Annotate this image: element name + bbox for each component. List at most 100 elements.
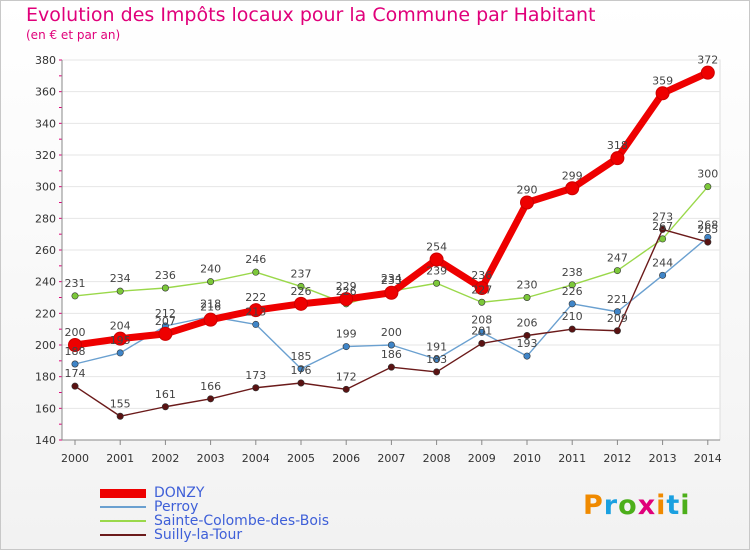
legend-item: Sainte-Colombe-des-Bois [100,513,330,529]
data-label: 174 [65,367,86,380]
data-label: 185 [291,350,312,363]
y-tick-label: 180 [35,371,56,384]
data-point [568,300,576,308]
chart-title: Evolution des Impôts locaux pour la Comm… [26,4,596,26]
data-point [659,271,667,279]
y-tick-label: 280 [35,212,56,225]
data-point [387,363,395,371]
data-point [252,320,260,328]
data-label: 234 [110,272,131,285]
proxiti-logo: Proxiti [583,490,691,521]
legend-swatch [100,506,146,508]
data-point [113,331,128,346]
data-point [659,235,667,243]
data-point [294,296,308,311]
data-label: 238 [562,266,583,279]
data-point [568,325,576,333]
data-point [700,65,715,80]
data-label: 246 [245,253,266,266]
y-tick-label: 140 [35,434,56,447]
data-label: 201 [471,324,492,337]
data-point [523,352,531,360]
data-point [116,287,124,295]
y-tick-label: 240 [35,276,56,289]
data-label: 227 [471,283,492,296]
data-label: 200 [65,326,86,339]
data-label: 161 [155,388,176,401]
data-point [478,339,486,347]
legend-swatch [100,534,146,536]
data-label: 183 [426,353,447,366]
axis-layer: 140 160 180 200 220 240 260 280 300 320 340 360 380 2… [35,54,722,465]
data-label: 236 [155,269,176,282]
data-point [68,338,82,352]
logo-letter: t [666,490,681,521]
data-label: 206 [517,317,538,330]
data-point [478,328,486,336]
data-label: 229 [336,280,357,293]
legend-item: Suilly-la-Tour [100,527,329,543]
data-point [433,355,441,363]
x-tick-label: 2004 [242,452,270,465]
data-point [384,285,399,300]
data-label: 213 [245,305,266,318]
x-tick-label: 2007 [377,452,405,465]
data-label: 359 [652,74,673,87]
data-label: 233 [381,274,402,287]
data-point [161,284,169,292]
data-point [433,368,441,376]
data-label: 204 [110,320,131,333]
data-point [704,183,712,191]
data-label: 188 [65,345,86,358]
x-tick-label: 2003 [197,452,225,465]
data-label: 231 [65,277,86,290]
data-point [207,395,215,403]
data-label: 239 [426,264,447,277]
data-label: 300 [697,168,718,181]
data-point [116,349,124,357]
data-point [610,151,625,166]
data-label: 290 [517,184,538,197]
data-point [158,326,173,341]
x-tick-label: 2000 [61,452,89,465]
legend-label: Perroy [154,499,199,515]
data-point [71,360,79,368]
data-point [207,278,215,286]
data-label: 173 [245,369,266,382]
data-point [478,298,486,306]
data-label: 240 [200,263,221,276]
legend-swatch [100,520,146,522]
y-tick-label: 320 [35,149,56,162]
data-label: 244 [652,256,673,269]
data-label: 200 [381,326,402,339]
data-point [342,343,350,351]
data-point [520,195,534,210]
data-point [659,225,667,233]
x-tick-label: 2014 [694,452,722,465]
data-point [613,267,621,275]
legend-item: DONZY [100,485,329,501]
data-label: 216 [200,301,221,314]
data-label: 193 [517,337,538,350]
x-tick-label: 2011 [558,452,586,465]
data-point [704,238,712,246]
x-tick-label: 2010 [513,452,541,465]
x-tick-label: 2013 [649,452,677,465]
data-label: 247 [607,252,628,265]
data-label: 265 [697,223,718,236]
legend-label: Sainte-Colombe-des-Bois [154,513,330,529]
data-label: 237 [291,267,312,280]
data-label: 209 [607,312,628,325]
x-tick-label: 2008 [423,452,451,465]
y-tick-label: 220 [35,307,56,320]
grid-layer [61,59,721,441]
data-point [297,365,305,373]
data-point [523,293,531,301]
y-tick-label: 160 [35,402,56,415]
data-point [297,282,305,290]
data-point [297,379,305,387]
data-point [71,382,79,390]
data-point [387,341,395,349]
data-point [342,385,350,393]
